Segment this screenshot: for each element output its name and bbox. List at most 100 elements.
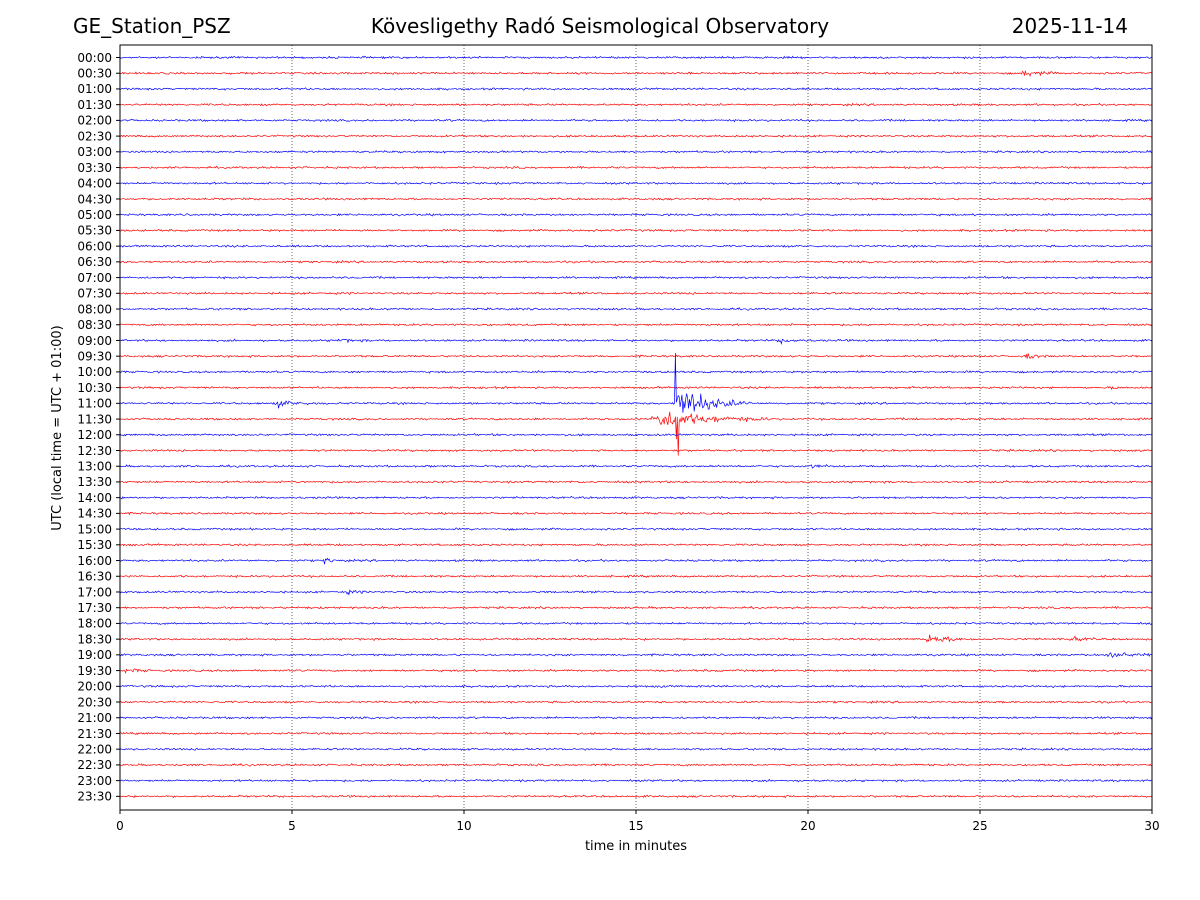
y-tick-label: 18:00 xyxy=(77,617,112,631)
trace-row xyxy=(119,543,1153,547)
y-tick-label: 12:30 xyxy=(77,444,112,458)
trace-row xyxy=(119,352,1153,413)
y-tick-label: 14:00 xyxy=(77,491,112,505)
trace-row xyxy=(119,715,1153,720)
y-tick-label: 23:30 xyxy=(77,790,112,804)
x-axis-label: time in minutes xyxy=(585,839,687,854)
trace-row xyxy=(119,197,1153,202)
x-tick-label: 15 xyxy=(628,819,643,833)
y-tick-label: 04:30 xyxy=(77,192,112,206)
y-tick-label: 22:30 xyxy=(77,758,112,772)
y-tick-label: 07:30 xyxy=(77,287,112,301)
y-tick-label: 06:00 xyxy=(77,239,112,253)
trace-row xyxy=(119,165,1153,170)
y-tick-label: 09:30 xyxy=(77,349,112,363)
trace-row xyxy=(119,322,1153,327)
y-tick-label: 05:30 xyxy=(77,224,112,238)
y-tick-label: 19:30 xyxy=(77,664,112,678)
y-tick-label: 21:00 xyxy=(77,711,112,725)
trace-row xyxy=(119,181,1153,186)
y-tick-label: 18:30 xyxy=(77,632,112,646)
y-tick-label: 12:00 xyxy=(77,428,112,442)
x-tick-label: 20 xyxy=(800,819,815,833)
y-tick-label: 19:00 xyxy=(77,648,112,662)
trace-row xyxy=(119,700,1153,704)
y-tick-label: 13:00 xyxy=(77,460,112,474)
trace-row xyxy=(119,731,1153,736)
trace-row xyxy=(119,370,1153,374)
trace-row xyxy=(119,55,1153,60)
trace-row xyxy=(119,778,1153,783)
trace-row xyxy=(119,747,1153,752)
y-axis-label: UTC (local time = UTC + 01:00) xyxy=(50,325,65,530)
y-tick-label: 11:30 xyxy=(77,412,112,426)
trace-row xyxy=(119,794,1153,799)
trace-row xyxy=(119,212,1153,217)
x-tick-label: 30 xyxy=(1144,819,1159,833)
y-tick-label: 17:00 xyxy=(77,585,112,599)
trace-row xyxy=(119,259,1153,264)
traces xyxy=(119,55,1153,799)
trace-row xyxy=(119,634,1153,643)
y-tick-label: 20:30 xyxy=(77,695,112,709)
y-tick-label: 00:00 xyxy=(77,51,112,65)
trace-row xyxy=(119,762,1153,767)
trace-row xyxy=(119,448,1153,453)
trace-row xyxy=(119,464,1153,469)
y-tick-label: 00:30 xyxy=(77,67,112,81)
y-tick-label: 02:00 xyxy=(77,114,112,128)
y-tick-label: 08:00 xyxy=(77,302,112,316)
chart-title: Kövesligethy Radó Seismological Observat… xyxy=(370,14,830,38)
y-tick-label: 08:30 xyxy=(77,318,112,332)
trace-row xyxy=(119,70,1153,77)
trace-row xyxy=(119,118,1153,123)
y-tick-label: 04:00 xyxy=(77,177,112,191)
x-ticks: 0 5 10 15 20 25 30 xyxy=(116,810,1160,833)
trace-row xyxy=(119,87,1153,91)
trace-row xyxy=(119,684,1153,689)
y-tick-label: 21:30 xyxy=(77,727,112,741)
trace-row xyxy=(119,527,1153,531)
y-tick-label: 09:00 xyxy=(77,334,112,348)
y-tick-label: 16:30 xyxy=(77,570,112,584)
y-tick-label: 03:30 xyxy=(77,161,112,175)
trace-row xyxy=(119,228,1153,233)
y-tick-label: 16:00 xyxy=(77,554,112,568)
x-tick-label: 5 xyxy=(288,819,296,833)
y-tick-label: 14:30 xyxy=(77,507,112,521)
trace-row xyxy=(119,621,1153,626)
trace-row xyxy=(119,353,1153,360)
trace-row xyxy=(119,652,1153,658)
trace-row xyxy=(119,411,1153,456)
trace-row xyxy=(119,275,1153,280)
trace-row xyxy=(119,307,1153,311)
y-tick-label: 20:00 xyxy=(77,680,112,694)
y-tick-label: 07:00 xyxy=(77,271,112,285)
trace-row xyxy=(119,149,1153,154)
y-tick-label: 06:30 xyxy=(77,255,112,269)
y-tick-label: 22:00 xyxy=(77,742,112,756)
y-tick-label: 23:00 xyxy=(77,774,112,788)
station-name: GE_Station_PSZ xyxy=(73,14,231,38)
trace-row xyxy=(119,511,1153,516)
trace-row xyxy=(119,589,1153,596)
trace-row xyxy=(119,495,1153,500)
trace-row xyxy=(119,291,1153,296)
y-tick-label: 03:00 xyxy=(77,145,112,159)
trace-row xyxy=(119,574,1153,579)
trace-row xyxy=(119,244,1153,248)
y-tick-label: 01:00 xyxy=(77,82,112,96)
y-tick-label: 17:30 xyxy=(77,601,112,615)
grid-lines xyxy=(291,45,981,810)
trace-row xyxy=(119,480,1153,484)
trace-row xyxy=(119,668,1153,674)
trace-row xyxy=(119,432,1153,437)
x-tick-label: 10 xyxy=(456,819,471,833)
y-tick-label: 01:30 xyxy=(77,98,112,112)
trace-row xyxy=(119,338,1153,346)
trace-row xyxy=(119,557,1153,565)
y-tick-label: 10:30 xyxy=(77,381,112,395)
y-tick-label: 02:30 xyxy=(77,129,112,143)
